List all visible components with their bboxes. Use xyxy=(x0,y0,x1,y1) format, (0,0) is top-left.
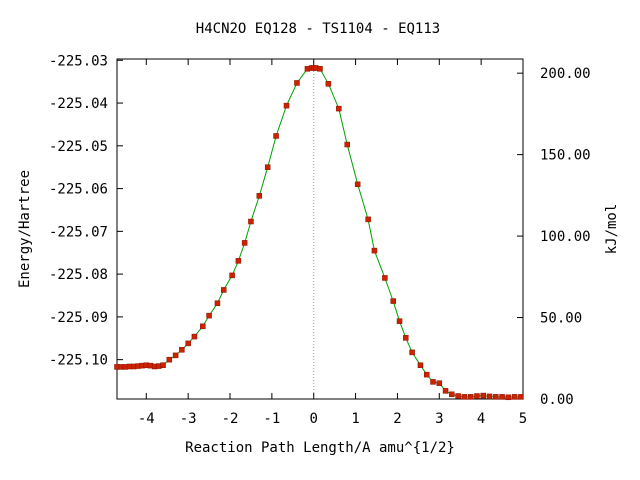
data-point xyxy=(264,164,271,170)
data-point xyxy=(214,300,221,306)
y2-tick-label: 0.00 xyxy=(540,392,574,408)
x-axis-ticks: -4 -3 -2 -1 0 1 2 3 4 5 xyxy=(138,59,527,427)
data-point xyxy=(474,393,480,399)
data-point xyxy=(396,318,403,324)
data-point xyxy=(467,394,474,400)
data-point xyxy=(235,258,242,264)
y2-axis-label: kJ/mol xyxy=(604,204,620,255)
data-point xyxy=(344,141,350,148)
data-point xyxy=(499,394,505,400)
data-point xyxy=(191,333,198,340)
data-point xyxy=(273,133,279,139)
data-point xyxy=(461,394,468,400)
series-layer xyxy=(114,65,524,401)
chart-title: H4CN2O EQ128 - TS1104 - EQ113 xyxy=(196,21,440,37)
data-point xyxy=(294,80,300,86)
data-point xyxy=(442,388,449,394)
data-point xyxy=(179,347,185,353)
x-tick-label: -1 xyxy=(263,411,280,427)
data-point xyxy=(166,356,173,363)
data-point xyxy=(365,216,371,223)
data-point xyxy=(403,335,409,341)
x-tick-label: 0 xyxy=(310,411,318,427)
data-point xyxy=(256,193,263,199)
y-tick-label: -225.10 xyxy=(49,353,108,369)
data-point xyxy=(248,218,254,225)
data-point xyxy=(417,362,424,368)
data-point xyxy=(283,102,290,109)
data-point xyxy=(409,349,415,356)
data-point xyxy=(455,393,461,399)
data-point xyxy=(390,298,396,304)
data-point xyxy=(220,287,227,293)
data-point xyxy=(382,275,388,281)
y-axis-label: Energy/Hartree xyxy=(17,170,33,288)
y2-tick-label: 150.00 xyxy=(540,148,591,164)
data-point xyxy=(449,391,455,398)
data-point xyxy=(511,394,518,400)
y-tick-label: -225.05 xyxy=(49,139,108,155)
data-point xyxy=(371,247,378,254)
data-point xyxy=(480,392,486,399)
data-point xyxy=(354,181,361,188)
y-axis-ticks: -225.03 -225.04 -225.05 -225.06 -225.07 -225.… xyxy=(49,53,123,369)
x-tick-label: 2 xyxy=(393,411,401,427)
x-tick-label: 5 xyxy=(519,411,527,427)
data-point xyxy=(505,394,512,401)
x-tick-label: -2 xyxy=(222,411,239,427)
data-point xyxy=(486,393,493,400)
x-tick-label: 3 xyxy=(435,411,443,427)
x-tick-label: -4 xyxy=(138,411,155,427)
data-point xyxy=(206,312,212,319)
x-tick-label: -3 xyxy=(180,411,197,427)
data-point xyxy=(241,240,248,246)
data-point xyxy=(172,352,179,359)
y-tick-label: -225.03 xyxy=(49,53,108,69)
y-tick-label: -225.07 xyxy=(49,224,108,240)
plot-frame xyxy=(116,58,524,400)
data-point xyxy=(518,394,524,400)
data-point xyxy=(185,340,191,347)
data-point xyxy=(229,272,235,279)
series-line xyxy=(117,67,521,398)
x-tick-label: 1 xyxy=(351,411,359,427)
y-tick-label: -225.09 xyxy=(49,310,108,326)
data-point xyxy=(200,323,206,330)
data-point xyxy=(336,105,342,112)
y-tick-label: -225.06 xyxy=(49,182,108,198)
x-tick-label: 4 xyxy=(477,411,485,427)
y-tick-label: -225.08 xyxy=(49,267,108,283)
x-axis-label: Reaction Path Length/A amu^{1/2} xyxy=(185,440,455,456)
y2-tick-label: 100.00 xyxy=(540,229,591,245)
data-point xyxy=(423,371,430,378)
data-point xyxy=(493,394,499,400)
y2-tick-label: 50.00 xyxy=(540,311,582,327)
data-point xyxy=(317,66,323,72)
y-tick-label: -225.04 xyxy=(49,96,108,112)
data-point xyxy=(160,362,166,368)
data-point xyxy=(325,81,332,87)
data-point xyxy=(430,379,436,385)
data-point xyxy=(436,380,443,386)
y2-tick-label: 200.00 xyxy=(540,66,591,82)
y2-axis-ticks: 200.00 150.00 100.00 50.00 0.00 xyxy=(517,66,591,408)
